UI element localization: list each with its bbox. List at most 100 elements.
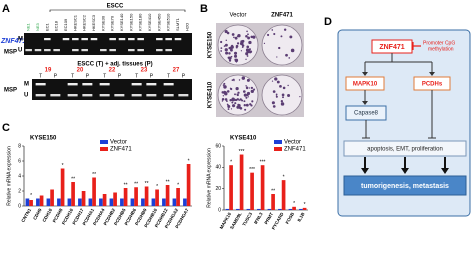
colony — [250, 89, 254, 94]
y-tick-label: 0 — [18, 203, 21, 209]
lane-label: NE3 — [35, 22, 40, 31]
colony — [221, 100, 224, 102]
lane-label: KYSE410 — [147, 13, 152, 31]
significance: ** — [71, 176, 75, 182]
pair-label: T — [167, 73, 170, 79]
colony — [245, 85, 247, 87]
gel-band — [35, 83, 46, 86]
colony — [234, 102, 237, 105]
colony — [278, 46, 281, 50]
pair-label: P — [182, 73, 186, 79]
colony — [230, 48, 233, 52]
y-tick-label: 20 — [215, 186, 221, 192]
colony — [228, 56, 232, 60]
pair-label: T — [103, 73, 106, 79]
legend-label: Vector — [110, 140, 127, 146]
legend-label: ZNF471 — [284, 147, 306, 153]
gel-band — [109, 49, 116, 52]
bar — [292, 206, 296, 210]
significance: *** — [239, 149, 245, 155]
significance: *** — [249, 167, 255, 173]
colony — [288, 57, 291, 59]
node-label: ZNF471 — [379, 44, 404, 51]
colony — [287, 84, 289, 87]
bar — [278, 208, 282, 210]
gel-band — [165, 49, 172, 52]
bar — [99, 198, 103, 206]
gel-band — [72, 49, 79, 52]
colony — [245, 58, 247, 60]
row-label: U — [18, 48, 22, 54]
x-tick-label: CNTN1 — [20, 207, 32, 223]
gel-band — [131, 94, 142, 97]
colony — [246, 78, 250, 82]
bar — [60, 168, 65, 206]
colony — [281, 93, 285, 97]
bar — [186, 164, 191, 206]
bar — [144, 186, 149, 206]
colony — [220, 47, 223, 49]
bar — [25, 198, 30, 206]
x-tick-label: TUSC3 — [241, 211, 253, 227]
gel-band — [81, 38, 88, 41]
colony — [250, 35, 253, 39]
colony — [224, 98, 228, 101]
colony — [251, 100, 254, 103]
colony — [230, 87, 233, 91]
gel-band — [99, 94, 110, 97]
lane-label: KYSE150 — [128, 13, 133, 31]
x-tick-label: CDH9 — [32, 207, 43, 221]
gel-band — [25, 49, 32, 52]
colony — [275, 94, 278, 96]
panel-label: B — [200, 3, 208, 15]
pair-label: P — [86, 73, 90, 79]
colony — [234, 99, 236, 102]
gel-band — [156, 49, 163, 52]
node-label: apoptosis, EMT, proliferation — [367, 147, 443, 153]
x-tick-label: FOSB — [285, 211, 296, 225]
node — [343, 140, 467, 157]
significance: * — [177, 182, 179, 188]
colony — [247, 96, 249, 98]
bar — [260, 165, 265, 210]
colony — [246, 93, 249, 97]
colony — [271, 80, 274, 82]
colony — [220, 50, 223, 52]
colony — [241, 46, 244, 48]
chart-title: KYSE150 — [30, 136, 57, 142]
gel-band — [118, 38, 126, 41]
bar — [225, 208, 230, 210]
pair-label: T — [71, 73, 74, 79]
colony — [245, 48, 250, 52]
gel-band — [44, 38, 51, 41]
colony — [226, 90, 230, 93]
colony — [245, 86, 249, 90]
gel-band — [163, 83, 174, 86]
bar — [236, 208, 240, 210]
bar — [229, 165, 233, 210]
column-label: Vector — [229, 13, 246, 19]
lane-label: KYSE180 — [138, 13, 143, 31]
significance: * — [30, 193, 32, 199]
connector — [364, 157, 446, 170]
gel-band — [67, 83, 78, 86]
gel-band — [53, 49, 60, 52]
pair-label: P — [150, 73, 154, 79]
bar — [134, 187, 138, 206]
colony — [234, 58, 239, 63]
colony — [225, 51, 229, 55]
colony — [231, 97, 235, 102]
colony — [280, 35, 283, 38]
node — [343, 175, 467, 196]
bar — [123, 188, 128, 206]
colony — [235, 87, 239, 91]
sample-label: 20 — [77, 68, 84, 74]
x-tick-label: PRMT — [263, 211, 274, 225]
colony — [249, 51, 252, 54]
colony — [244, 108, 247, 111]
colony — [228, 59, 232, 62]
gene-label: ZNF471 — [0, 38, 26, 45]
colony — [227, 32, 230, 35]
gel-band — [90, 38, 98, 41]
pair-label: P — [118, 73, 122, 79]
